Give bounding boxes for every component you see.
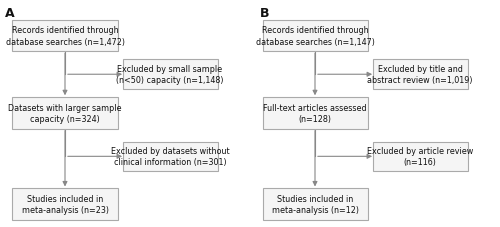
Text: Excluded by datasets without
clinical information (n=301): Excluded by datasets without clinical in… bbox=[110, 147, 230, 167]
FancyBboxPatch shape bbox=[122, 60, 218, 90]
FancyBboxPatch shape bbox=[12, 20, 118, 52]
Text: Full-text articles assessed
(n=128): Full-text articles assessed (n=128) bbox=[263, 104, 367, 123]
FancyBboxPatch shape bbox=[12, 188, 118, 220]
Text: Studies included in
meta-analysis (n=12): Studies included in meta-analysis (n=12) bbox=[272, 194, 358, 214]
FancyBboxPatch shape bbox=[12, 98, 118, 129]
FancyBboxPatch shape bbox=[372, 60, 468, 90]
Text: Studies included in
meta-analysis (n=23): Studies included in meta-analysis (n=23) bbox=[22, 194, 108, 214]
Text: B: B bbox=[260, 7, 270, 20]
FancyBboxPatch shape bbox=[262, 188, 368, 220]
Text: Records identified through
database searches (n=1,147): Records identified through database sear… bbox=[256, 26, 374, 46]
Text: Records identified through
database searches (n=1,472): Records identified through database sear… bbox=[6, 26, 124, 46]
FancyBboxPatch shape bbox=[262, 98, 368, 129]
FancyBboxPatch shape bbox=[122, 142, 218, 171]
Text: Excluded by title and
abstract review (n=1,019): Excluded by title and abstract review (n… bbox=[367, 65, 473, 85]
Text: Excluded by small sample
(n<50) capacity (n=1,148): Excluded by small sample (n<50) capacity… bbox=[116, 65, 224, 85]
Text: Excluded by article review
(n=116): Excluded by article review (n=116) bbox=[367, 147, 473, 167]
FancyBboxPatch shape bbox=[262, 20, 368, 52]
Text: A: A bbox=[5, 7, 15, 20]
Text: Datasets with larger sample
capacity (n=324): Datasets with larger sample capacity (n=… bbox=[8, 104, 122, 123]
FancyBboxPatch shape bbox=[372, 142, 468, 171]
